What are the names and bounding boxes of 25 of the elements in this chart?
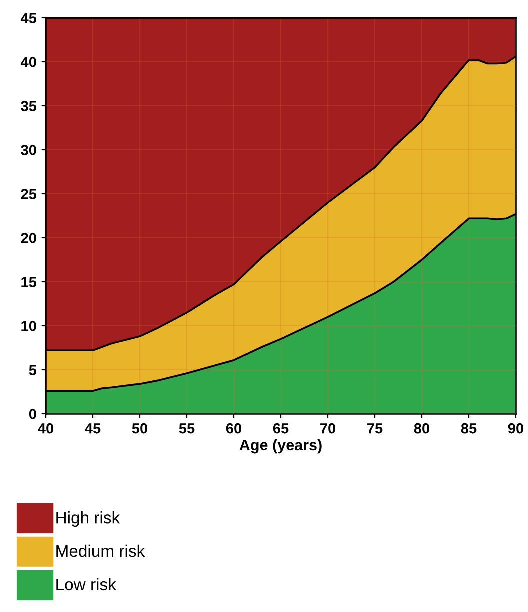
x-tick-label: 60 [226, 423, 242, 434]
x-tick-label: 65 [273, 423, 289, 434]
x-tick-label: 50 [132, 423, 148, 434]
y-tick-label: 20 [21, 233, 36, 244]
y-tick-label: 30 [21, 145, 36, 156]
y-tick-label: 5 [29, 365, 37, 376]
x-tick-label: 55 [179, 424, 195, 434]
x-tick-label: 85 [461, 423, 477, 434]
x-tick-label: 40 [38, 423, 54, 434]
legend-label: Low risk [56, 578, 116, 591]
x-tick-label: 90 [508, 423, 524, 434]
y-tick-label: 45 [20, 13, 37, 24]
y-tick-label: 0 [29, 409, 36, 420]
y-tick-label: 35 [21, 101, 37, 112]
y-tick-label: 10 [22, 321, 36, 332]
y-tick-label: 40 [20, 57, 36, 68]
x-tick-label: 75 [368, 424, 383, 434]
x-tick-label: 70 [320, 423, 336, 434]
x-tick-label: 45 [85, 424, 101, 434]
y-tick-label: 25 [21, 189, 37, 200]
y-tick-label: 15 [22, 277, 37, 288]
x-tick-label: 80 [414, 423, 430, 434]
legend-label: Medium risk [56, 544, 146, 558]
x-axis-title: Age (years) [240, 439, 322, 454]
legend-label: High risk [56, 512, 120, 528]
